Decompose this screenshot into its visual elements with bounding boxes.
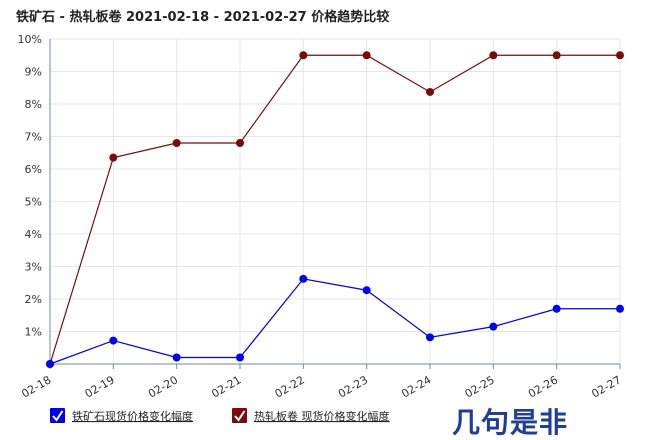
x-tick-label: 02-24: [399, 373, 433, 400]
x-tick-label: 02-19: [83, 373, 117, 400]
legend[interactable]: 铁矿石现货价格变化幅度 热轧板卷 现货价格变化幅度: [50, 408, 390, 423]
grid: [50, 38, 621, 364]
y-tick-label: 3%: [25, 261, 42, 274]
x-tick-label: 02-22: [273, 373, 307, 400]
legend-checkbox-icon[interactable]: [232, 408, 247, 423]
data-point[interactable]: [489, 322, 498, 331]
y-tick-label: 2%: [25, 293, 42, 306]
data-point[interactable]: [362, 51, 371, 60]
x-tick-label: 02-21: [209, 373, 243, 400]
x-tick-label: 02-27: [589, 373, 623, 400]
y-tick-label: 6%: [25, 163, 42, 176]
checkmark-icon: [52, 410, 64, 422]
data-point[interactable]: [299, 51, 308, 60]
x-axis-ticks: 02-18 02-19 02-20 02-21 02-22 02-23 02-24 02-25…: [19, 373, 623, 400]
data-point[interactable]: [109, 153, 118, 162]
y-axis-ticks: 1% 2% 3% 4% 5% 6% 7% 8% 9% 10%: [18, 33, 42, 339]
data-point[interactable]: [552, 51, 561, 60]
data-point[interactable]: [46, 360, 54, 368]
y-tick-label: 1%: [25, 326, 42, 339]
y-tick-label: 4%: [25, 228, 42, 241]
checkmark-icon: [234, 410, 246, 422]
legend-checkbox-icon[interactable]: [50, 408, 65, 423]
series-layer: [46, 51, 624, 368]
legend-label[interactable]: 铁矿石现货价格变化幅度: [72, 409, 193, 423]
y-tick-label: 8%: [25, 98, 42, 111]
y-tick-label: 7%: [25, 131, 42, 144]
y-tick-label: 9%: [25, 66, 42, 79]
data-point[interactable]: [172, 139, 181, 147]
watermark: 几句是非: [452, 406, 568, 439]
data-point[interactable]: [172, 353, 181, 362]
data-point[interactable]: [616, 304, 624, 313]
data-point[interactable]: [552, 304, 561, 313]
series-0: [46, 274, 624, 368]
data-point[interactable]: [236, 353, 244, 362]
chart-title: 铁矿石 - 热轧板卷 2021-02-18 - 2021-02-27 价格趋势比…: [15, 9, 389, 25]
x-tick-label: 02-18: [19, 373, 53, 400]
series-1: [46, 51, 624, 368]
x-tick-label: 02-20: [146, 373, 180, 400]
series-line: [49, 54, 620, 365]
y-tick-label: 10%: [18, 33, 42, 46]
legend-item-0[interactable]: 铁矿石现货价格变化幅度: [50, 408, 193, 423]
data-point[interactable]: [109, 336, 118, 345]
data-point[interactable]: [299, 274, 308, 283]
data-point[interactable]: [616, 51, 624, 60]
legend-label[interactable]: 热轧板卷 现货价格变化幅度: [254, 409, 390, 423]
data-point[interactable]: [362, 286, 371, 295]
series-line: [49, 278, 620, 365]
x-tick-label: 02-23: [336, 373, 370, 400]
data-point[interactable]: [426, 333, 434, 342]
data-point[interactable]: [426, 87, 434, 96]
legend-item-1[interactable]: 热轧板卷 现货价格变化幅度: [232, 408, 390, 423]
axes: [49, 39, 621, 369]
data-point[interactable]: [236, 139, 244, 147]
x-tick-label: 02-26: [526, 373, 560, 400]
y-tick-label: 5%: [25, 196, 42, 209]
x-tick-label: 02-25: [463, 373, 497, 400]
data-point[interactable]: [489, 51, 498, 60]
